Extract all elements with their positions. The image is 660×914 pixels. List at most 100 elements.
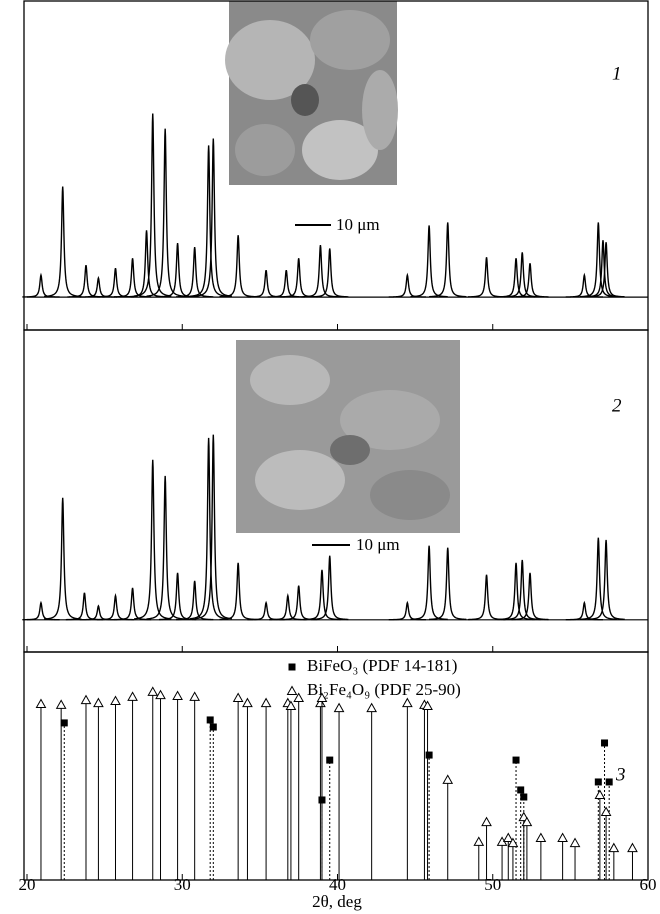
scale-caption: 10 μm [356, 535, 400, 554]
panel-label: 1 [612, 63, 622, 84]
xrd-peak [189, 145, 228, 297]
triangle-marker [93, 697, 104, 708]
triangle-marker [594, 789, 606, 799]
xrd-peak [565, 272, 604, 298]
xrd-peak [301, 245, 340, 298]
triangle-marker [481, 816, 492, 827]
xrd-peak [158, 572, 197, 621]
xrd-peak [429, 222, 467, 298]
square-marker [605, 778, 613, 786]
legend-label: Bi₂Fe₄O₉ (PDF 25-90) [307, 680, 461, 699]
square-marker [206, 716, 214, 724]
triangle-marker [55, 699, 67, 709]
triangle-marker [286, 685, 298, 695]
xrd-peak [96, 267, 135, 298]
panel-label: 2 [612, 395, 622, 416]
triangle-marker [442, 774, 454, 784]
xrd-peak [311, 555, 349, 621]
scale-caption: 10 μm [336, 215, 380, 234]
xrd-peak [267, 269, 305, 298]
triangle-marker [473, 836, 485, 846]
xrd-peak [503, 252, 541, 298]
xrd-peak [587, 242, 625, 298]
xrd-peak [579, 537, 617, 621]
triangle-marker [366, 702, 378, 713]
x-tick-label: 20 [19, 875, 36, 894]
xrd-peak [219, 562, 257, 621]
xrd-peak [176, 246, 214, 298]
triangle-marker [293, 692, 305, 703]
xrd-peak [388, 272, 427, 298]
triangle-marker [569, 837, 581, 848]
square-marker [520, 793, 528, 801]
xrd-peak [219, 235, 257, 298]
triangle-marker [242, 697, 253, 708]
x-tick-label: 50 [484, 875, 501, 894]
triangle-marker [557, 832, 568, 843]
xrd-peak [503, 559, 541, 621]
triangle-marker [172, 690, 183, 701]
triangle-marker [608, 842, 620, 853]
square-marker [594, 778, 602, 786]
square-marker [288, 663, 296, 671]
xrd-peak [247, 600, 285, 621]
xrd-peak [311, 248, 349, 298]
triangle-marker [232, 692, 244, 703]
xrd-peak [194, 434, 232, 620]
xrd-peak [247, 269, 285, 298]
x-tick-label: 30 [174, 875, 191, 894]
xrd-peak [134, 113, 172, 297]
panel-label: 3 [615, 764, 626, 785]
triangle-marker [502, 832, 514, 843]
xrd-peak [189, 437, 228, 620]
triangle-marker [600, 806, 612, 817]
xrd-peak [565, 600, 603, 621]
xrd-peak [44, 186, 82, 298]
xrd-peak [79, 275, 118, 298]
xrd-peak [22, 600, 60, 621]
square-marker [60, 719, 68, 727]
triangle-marker [155, 689, 166, 700]
xrd-peak [269, 592, 307, 621]
x-tick-label: 60 [640, 875, 657, 894]
xrd-peak [587, 539, 625, 621]
triangle-marker [521, 816, 533, 827]
triangle-marker [110, 695, 121, 706]
xrd-peak [22, 272, 60, 298]
triangle-marker [422, 700, 433, 711]
x-axis-label: 2θ, deg [312, 892, 362, 911]
triangle-marker [147, 686, 159, 696]
triangle-marker [627, 842, 638, 853]
triangle-marker [315, 697, 326, 708]
xrd-peak [96, 592, 135, 621]
triangle-marker [127, 691, 138, 701]
xrd-peak [146, 475, 184, 620]
panel-frame [23, 651, 649, 881]
xrd-peak [65, 592, 104, 621]
square-marker [517, 786, 525, 794]
triangle-marker [535, 832, 547, 843]
xrd-peak [410, 545, 448, 621]
legend-label: BiFeO₃ (PDF 14-181) [307, 656, 457, 675]
xrd-peak [113, 258, 152, 298]
xrd-peak [429, 547, 467, 621]
triangle-marker [402, 697, 413, 708]
xrd-peak [303, 569, 341, 621]
square-marker [326, 756, 334, 764]
xrd-peak [134, 459, 172, 620]
xrd-peak [113, 587, 152, 621]
xrd-peak [511, 572, 549, 621]
triangle-marker [507, 837, 519, 848]
triangle-marker [316, 692, 328, 703]
triangle-marker [333, 702, 345, 713]
xrd-peak [146, 128, 184, 297]
xrd-peak [467, 257, 506, 298]
sem-image [225, 1, 398, 185]
triangle-marker [80, 694, 92, 705]
xrd-peak [79, 604, 118, 621]
triangle-marker [189, 691, 201, 701]
xrd-peak [194, 138, 232, 297]
square-marker [512, 756, 520, 764]
xrd-peak [44, 497, 82, 620]
